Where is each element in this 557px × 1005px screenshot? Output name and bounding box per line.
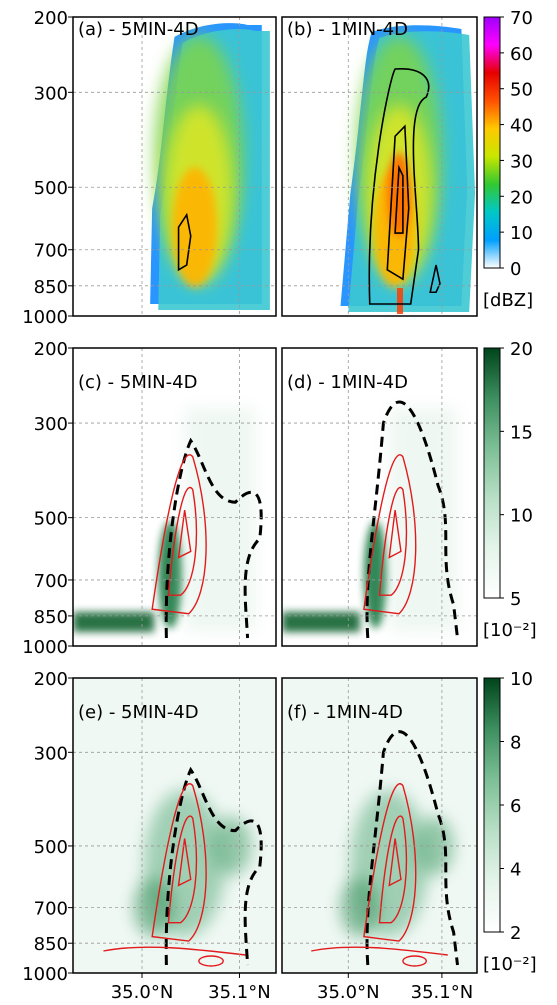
colorbar-unit: [10⁻²] [483, 620, 537, 641]
y-tick-label: 1000 [22, 637, 68, 658]
field-blob [133, 878, 175, 938]
panel-frame [281, 347, 478, 647]
colorbar-tick-label: 30 [510, 151, 533, 172]
y-tick-label: 300 [34, 743, 68, 764]
dashed-contour [365, 400, 459, 639]
x-tick-label: 35.1°N [208, 982, 271, 1003]
red-contour [402, 955, 427, 967]
y-tick-label: 500 [34, 837, 68, 858]
y-tick-label: 700 [34, 241, 68, 262]
y-tick-label: 850 [34, 277, 68, 298]
colorbar-tick-label: 0 [510, 259, 521, 280]
dashed-contour [164, 766, 263, 966]
panel-b [340, 25, 476, 314]
colorbar-tick-label: 10 [510, 223, 533, 244]
colorbar-tick-label: 15 [510, 422, 533, 443]
red-contour [103, 946, 246, 956]
panel-frame [72, 347, 277, 647]
panel-label: (f) - 1MIN-4D [287, 702, 403, 723]
colorbar [483, 677, 501, 933]
y-tick-label: 700 [34, 899, 68, 920]
y-tick-label: 1000 [22, 307, 68, 328]
field-haze [389, 408, 458, 632]
x-tick-label: 35.0°N [317, 982, 380, 1003]
y-tick-label: 500 [34, 509, 68, 530]
x-tick-label: 35.1°N [411, 982, 474, 1003]
red-contour [388, 510, 402, 559]
colorbar-tick-label: 20 [510, 187, 533, 208]
colorbar-tick-label: 8 [510, 733, 521, 754]
red-contour [151, 454, 207, 615]
colorbar-tick-label: 4 [510, 860, 521, 881]
red-contour [311, 946, 448, 956]
panel-label: (e) - 5MIN-4D [78, 702, 199, 723]
panel-frame [72, 677, 277, 974]
panel-frame [281, 16, 478, 317]
colorbar-tick-label: 20 [510, 339, 533, 360]
panel-label: (d) - 1MIN-4D [287, 372, 408, 393]
panel-c [73, 408, 263, 639]
panel-d [282, 400, 459, 639]
colorbar-unit: [dBZ] [483, 290, 533, 311]
y-tick-label: 300 [34, 83, 68, 104]
y-tick-label: 300 [34, 414, 68, 435]
y-tick-label: 1000 [22, 964, 68, 985]
red-contour [151, 783, 207, 942]
colorbar-tick-label: 50 [510, 80, 533, 101]
colorbar-tick-label: 10 [510, 669, 533, 690]
y-tick-label: 200 [34, 8, 68, 29]
contour-line [429, 264, 441, 294]
x-tick-label: 35.0°N [111, 982, 174, 1003]
red-contour [167, 815, 198, 924]
panel-label: (b) - 1MIN-4D [287, 19, 408, 40]
contour-line [368, 68, 430, 305]
y-tick-label: 500 [34, 178, 68, 199]
colorbar-tick-label: 6 [510, 796, 521, 817]
field-band [282, 612, 360, 632]
colorbar-tick-label: 60 [510, 44, 533, 65]
panel-f [282, 678, 477, 973]
contour-line [177, 212, 192, 272]
red-contour [363, 454, 417, 615]
dashed-contour [164, 437, 263, 639]
echo-orange [172, 167, 218, 287]
red-contour [378, 486, 408, 596]
y-tick-label: 200 [34, 669, 68, 690]
colorbar-tick-label: 2 [510, 923, 521, 944]
colorbar-tick-label: 40 [510, 116, 533, 137]
y-tick-label: 850 [34, 607, 68, 628]
panel-frame [281, 677, 478, 974]
dashed-contour [365, 730, 459, 966]
colorbar-unit: [10⁻²] [483, 954, 537, 975]
colorbar-tick-label: 10 [510, 506, 533, 527]
colorbar-tick-label: 70 [510, 8, 533, 29]
y-tick-label: 850 [34, 934, 68, 955]
field-haze [184, 408, 256, 632]
panel-a [150, 23, 270, 310]
red-contour [177, 838, 192, 887]
colorbar-tick-label: 5 [510, 589, 521, 610]
contour-line [394, 164, 404, 234]
red-contour [177, 509, 192, 559]
red-contour [378, 815, 408, 924]
red-contour [167, 486, 198, 596]
y-tick-label: 700 [34, 571, 68, 592]
panel-frame [72, 16, 277, 317]
panel-label: (a) - 5MIN-4D [78, 19, 199, 40]
colorbar [483, 16, 501, 269]
field-blob [363, 520, 388, 629]
echo-column [397, 288, 403, 314]
red-contour [363, 783, 417, 942]
panel-e [73, 678, 276, 973]
contour-line [386, 124, 410, 281]
y-tick-label: 200 [34, 339, 68, 360]
panel-label: (c) - 5MIN-4D [78, 372, 197, 393]
colorbar [483, 347, 501, 599]
red-contour [198, 955, 224, 967]
field-band [73, 612, 155, 632]
red-contour [388, 838, 402, 887]
